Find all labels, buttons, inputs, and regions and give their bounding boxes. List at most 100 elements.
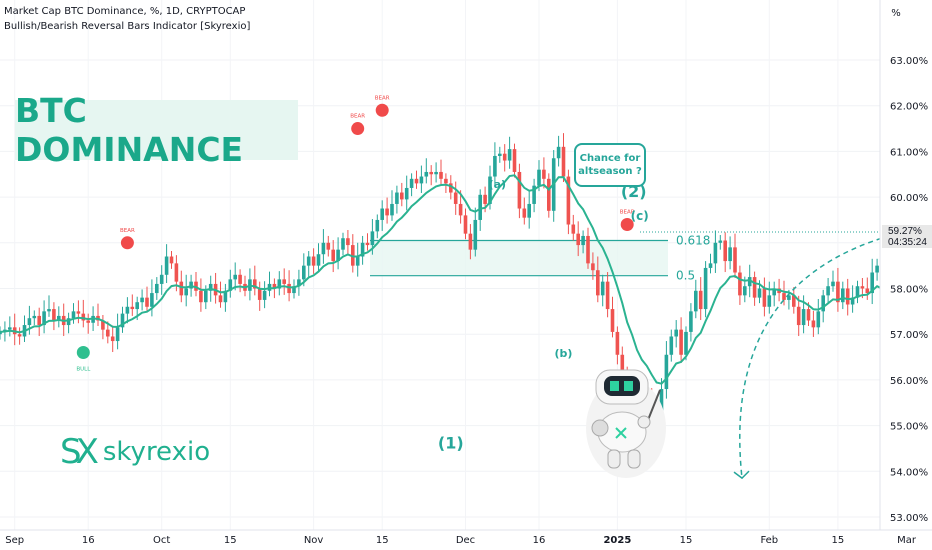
signal-label: BEAR [350,114,365,120]
candle-body [331,249,335,262]
candle-body [728,247,732,262]
candle-body [365,242,370,246]
candle-body [586,235,590,264]
candle-body [125,306,130,314]
y-tick-label: 58.00% [890,285,928,296]
candle-body [664,354,669,390]
candle-body [767,295,772,307]
candle-body [341,238,345,250]
candle-body [836,281,840,303]
signal-label: BEAR [120,228,135,234]
candle-body [723,240,727,262]
candle-body [561,146,566,177]
candle-body [556,146,561,159]
candle-body [498,153,502,156]
candle-body [145,297,149,307]
skyrexio-logo: SX skyrexio [60,432,210,472]
candle-body [385,208,389,216]
signal-dot [120,236,134,250]
candle-body [752,277,757,298]
y-tick-label: 56.00% [890,376,928,387]
robot-mascot-image [586,369,666,478]
x-tick-label: Oct [153,535,170,546]
y-tick-label: 62.00% [890,102,928,113]
y-tick-label: 53.00% [890,513,928,524]
candle-body [713,242,718,264]
candle-body [453,192,458,204]
current-price-badge: 59.27% 04:35:24 [882,225,932,248]
current-price: 59.27% [888,226,922,237]
x-tick-label: Sep [5,535,24,546]
x-tick-label: Feb [760,535,778,546]
candle-body [150,293,154,307]
candle-body [159,274,164,284]
candle-body [806,309,811,321]
percent-scale-button[interactable]: % [891,7,901,19]
candle-body [841,288,845,303]
candle-body [860,286,865,289]
candle-body [532,185,536,204]
candle-body [287,283,291,294]
candle-body [493,155,497,177]
candle-body [27,318,32,326]
candle-body [272,283,277,289]
chart-header-indicator: Bullish/Bearish Reversal Bars Indicator … [4,21,251,32]
candle-body [32,315,37,319]
candle-body [140,297,144,303]
candle-body [326,242,331,250]
candle-body [845,288,850,305]
projection-arrow [739,228,917,479]
fib-zone [370,240,668,276]
candle-body [110,336,115,342]
x-tick-label: Mar [897,535,917,546]
candle-body [351,245,355,266]
candle-body [409,178,414,188]
projection-arrowhead [733,470,750,480]
candle-body [164,256,169,275]
candle-body [669,336,674,355]
candle-body [816,311,821,328]
candle-body [321,242,326,255]
candle-body [542,169,546,179]
candle-body [772,288,776,296]
candle-body [600,281,605,296]
candle-body [233,274,237,280]
candle-body [390,203,394,216]
candle-body [47,309,51,312]
y-tick-label: 60.00% [890,193,928,204]
candle-body [537,169,541,186]
x-tick-label: Nov [304,535,324,546]
candle-body [42,311,46,326]
candle-body [659,389,664,419]
signal-label: BEAR [620,210,635,216]
candle-body [135,302,139,310]
y-tick-label: 55.00% [890,422,928,433]
candle-body [17,334,22,337]
callout-text: Chance for altseason ? [578,153,642,177]
candle-body [380,208,384,220]
candle-body [404,187,409,200]
candle-body [375,219,380,232]
wave-label: (a) [489,178,506,191]
candle-body [106,329,110,337]
candle-body [444,178,448,184]
candle-body [875,265,879,273]
candle-body [698,290,703,310]
candle-body [115,327,120,342]
y-tick-label: 61.00% [890,147,928,158]
signal-dot [620,218,634,232]
signals: BEAR BULL BEAR BEAR BEAR [76,95,634,372]
candle-body [596,270,600,296]
candle-body [547,178,551,211]
candle-body [86,320,90,323]
candle-body [463,215,468,234]
candle-body [620,354,625,378]
candle-body [571,224,576,234]
candle-body [424,171,429,177]
x-tick-label: 15 [376,535,389,546]
x-tick-label: 15 [680,535,693,546]
candle-body [370,231,375,246]
candle-body [101,320,105,330]
candle-body [257,288,262,300]
